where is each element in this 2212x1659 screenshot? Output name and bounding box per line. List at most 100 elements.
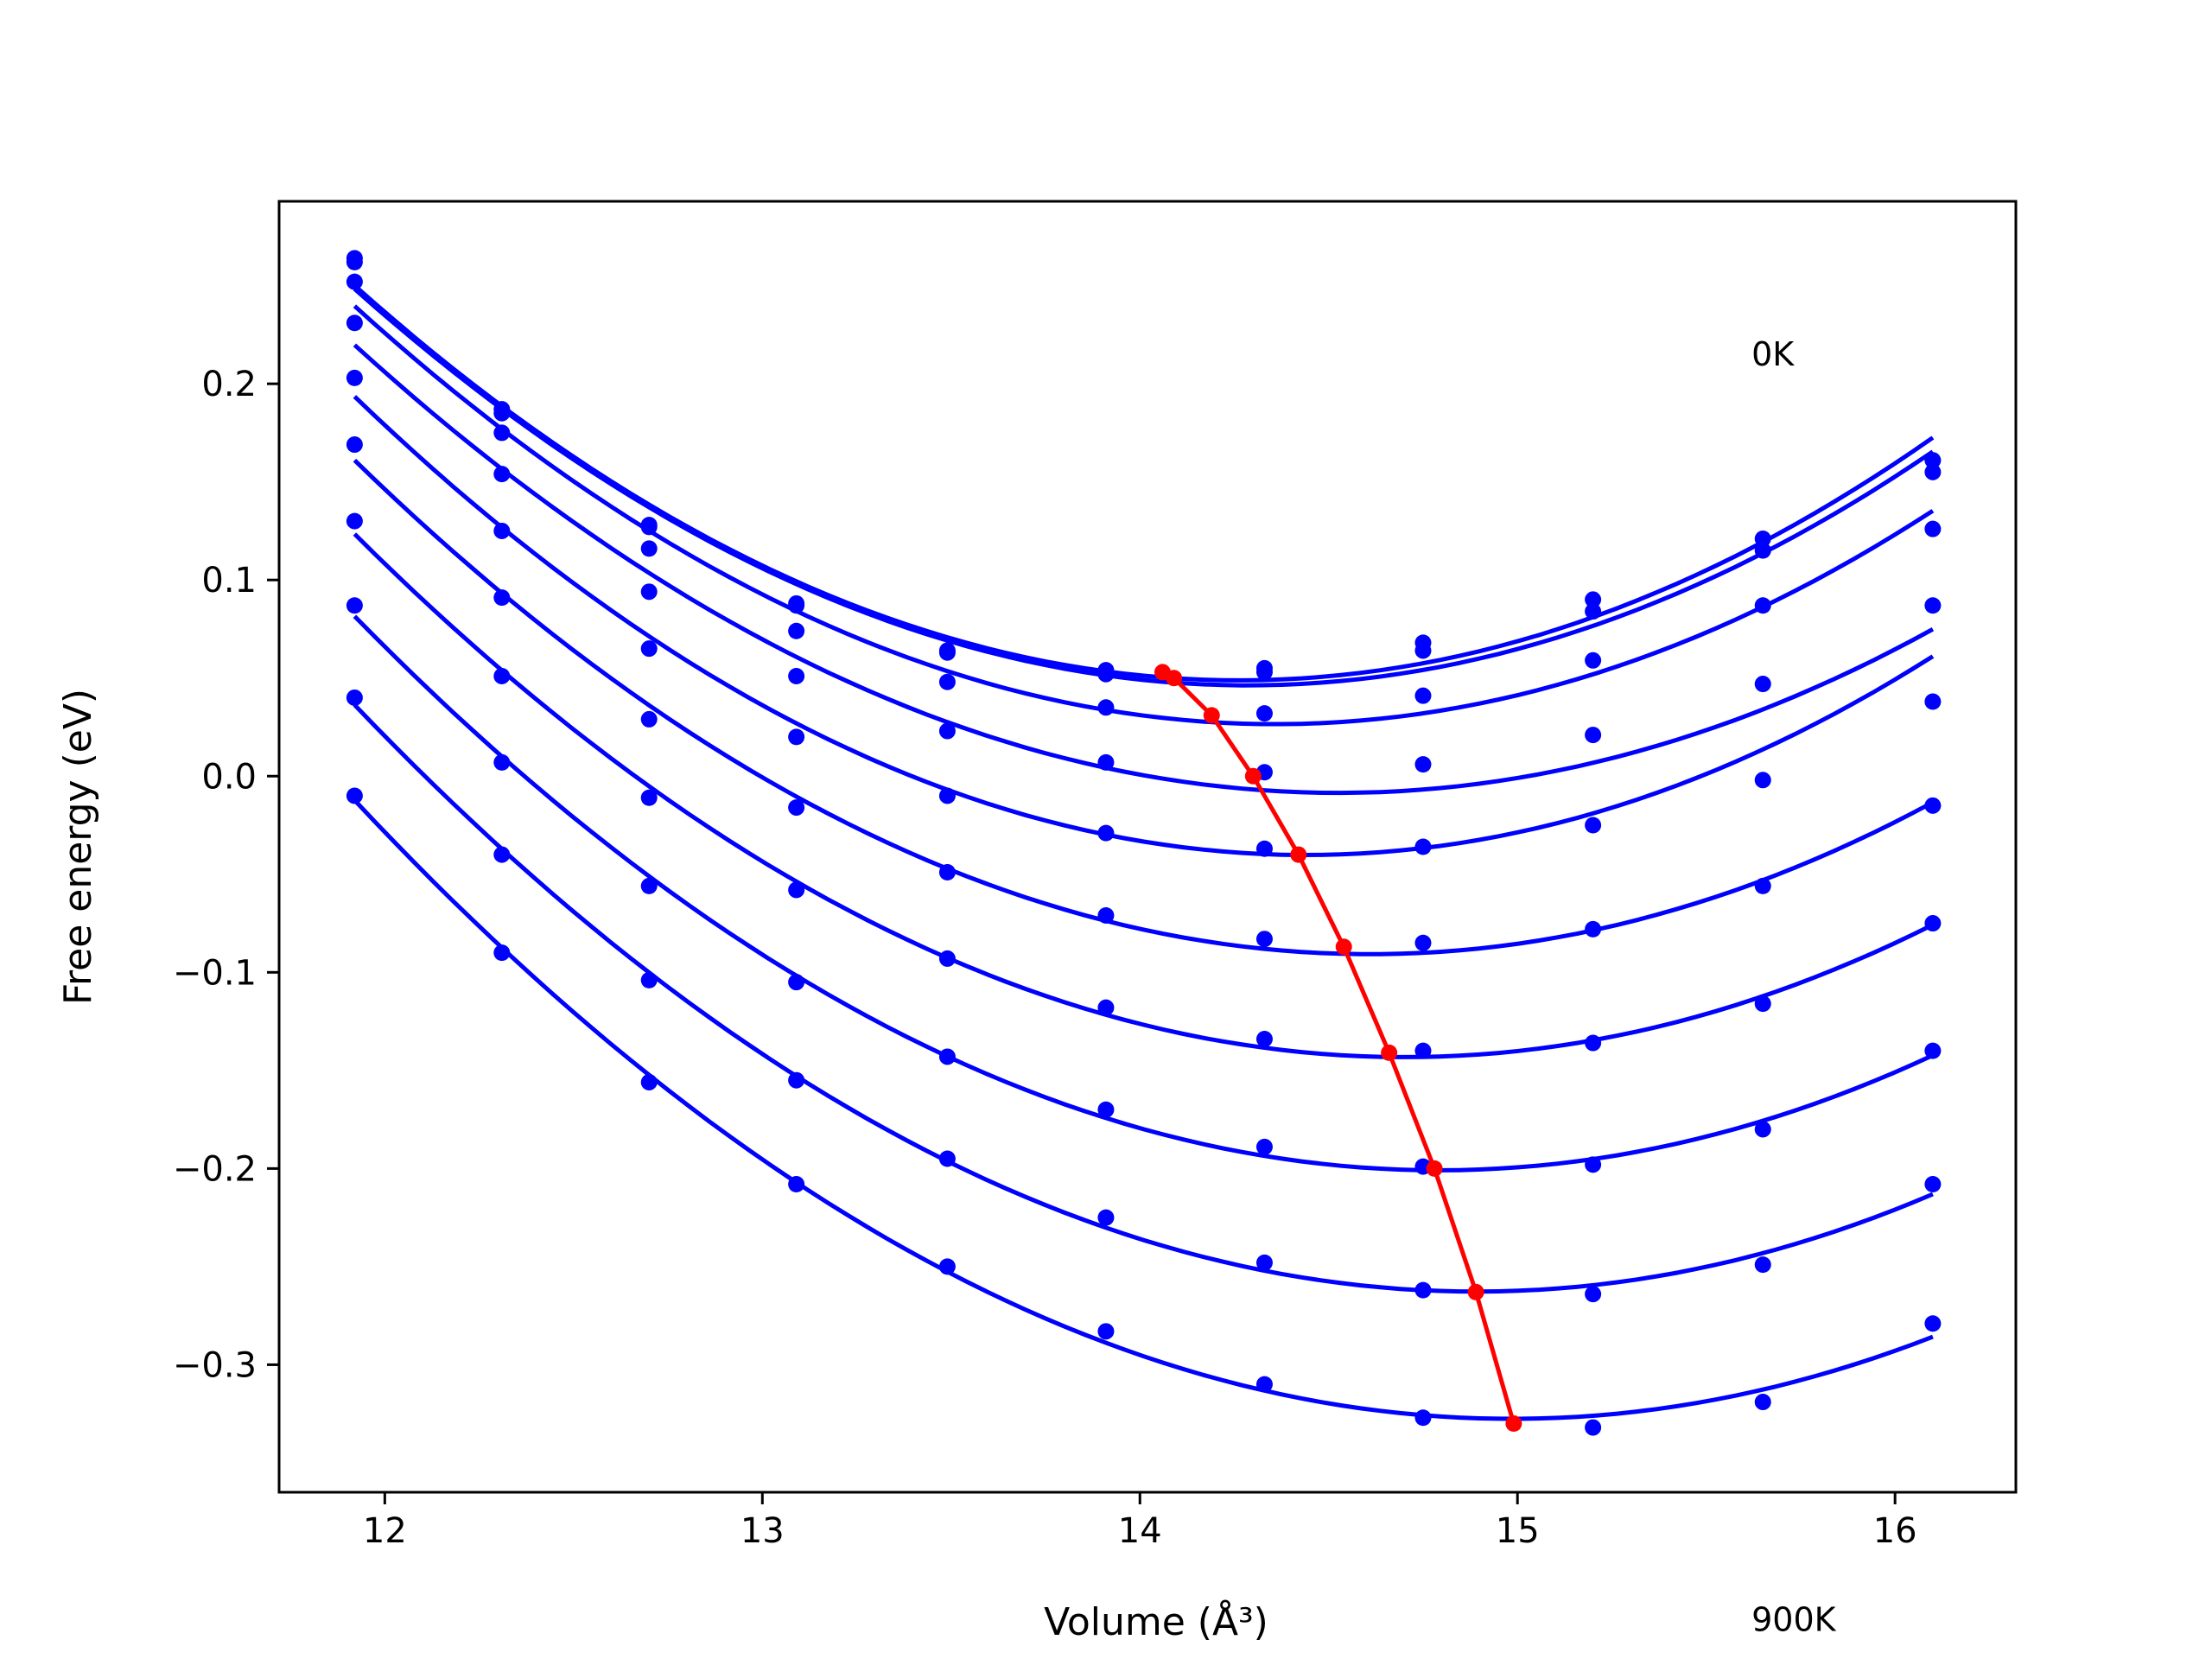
data-point-4-10 [1924, 693, 1942, 710]
minimum-point-1 [1166, 670, 1183, 687]
data-point-8-4 [938, 1150, 956, 1167]
data-point-9-0 [346, 787, 363, 804]
data-point-5-7 [1414, 934, 1432, 951]
minimum-point-4 [1290, 846, 1307, 863]
data-point-1-4 [938, 644, 956, 661]
data-point-1-9 [1754, 542, 1771, 559]
data-point-7-4 [938, 1048, 956, 1065]
data-point-5-6 [1255, 931, 1273, 948]
data-point-2-4 [938, 673, 956, 690]
data-point-4-6 [1255, 840, 1273, 857]
data-point-2-10 [1924, 520, 1942, 537]
data-point-9-1 [493, 944, 511, 962]
data-point-7-6 [1255, 1138, 1273, 1155]
data-point-2-2 [640, 540, 658, 557]
data-point-1-7 [1414, 642, 1432, 659]
data-point-6-1 [493, 667, 511, 684]
data-point-3-10 [1924, 597, 1942, 614]
y-axis: −0.3 −0.2 −0.1 0.0 0.1 0.2 [173, 365, 279, 1385]
data-point-4-2 [640, 640, 658, 658]
data-point-9-2 [640, 1073, 658, 1090]
data-point-8-0 [346, 689, 363, 706]
data-point-1-6 [1255, 664, 1273, 681]
plot-area [346, 250, 1942, 1436]
data-point-2-8 [1585, 652, 1602, 669]
data-point-9-3 [788, 1176, 805, 1193]
data-point-8-9 [1754, 1256, 1771, 1274]
minimum-locus-line [1161, 670, 1516, 1425]
minimum-point-9 [1505, 1415, 1522, 1433]
isotherm-curve-7 [353, 614, 1934, 1173]
data-point-3-0 [346, 315, 363, 332]
data-point-9-10 [1924, 1315, 1942, 1332]
data-point-4-1 [493, 522, 511, 539]
y-tick-label-0: −0.3 [173, 1345, 257, 1385]
minimum-point-5 [1335, 938, 1352, 956]
data-point-3-3 [788, 667, 805, 684]
data-point-4-3 [788, 728, 805, 746]
annotation-0k: 0K [1751, 335, 1795, 373]
data-point-8-8 [1585, 1286, 1602, 1303]
data-point-3-9 [1754, 772, 1771, 789]
annotation-900k: 900K [1751, 1601, 1837, 1639]
data-point-8-3 [788, 1071, 805, 1089]
data-point-3-1 [493, 466, 511, 483]
data-point-5-10 [1924, 797, 1942, 814]
data-point-7-8 [1585, 1156, 1602, 1173]
y-tick-label-5: 0.2 [201, 365, 257, 404]
isotherm-curve-0 [353, 283, 1935, 683]
data-point-3-5 [1097, 753, 1115, 771]
x-tick-label-2: 14 [1118, 1511, 1162, 1551]
minimum-point-2 [1203, 707, 1220, 724]
x-tick-label-0: 12 [363, 1511, 407, 1551]
data-point-7-2 [640, 877, 658, 894]
data-point-3-8 [1585, 727, 1602, 744]
minimum-point-7 [1426, 1160, 1443, 1177]
data-point-3-2 [640, 583, 658, 601]
data-point-6-6 [1255, 1031, 1273, 1048]
isotherm-curve-5 [353, 458, 1935, 957]
x-axis-label: Volume (Å³) [1044, 1599, 1268, 1644]
data-point-5-5 [1097, 906, 1115, 924]
data-point-3-4 [938, 722, 956, 740]
data-point-2-6 [1255, 705, 1273, 722]
data-point-5-2 [640, 710, 658, 728]
data-point-8-5 [1097, 1209, 1115, 1226]
data-point-7-1 [493, 753, 511, 771]
isotherm-curve-4 [353, 395, 1935, 858]
isotherm-curve-9 [353, 798, 1934, 1421]
data-point-4-5 [1097, 824, 1115, 842]
data-point-2-9 [1754, 597, 1771, 614]
axes-frame [277, 200, 2018, 1494]
minimum-point-6 [1381, 1044, 1398, 1061]
data-point-9-4 [938, 1258, 956, 1275]
data-point-8-6 [1255, 1254, 1273, 1271]
data-point-9-8 [1585, 1419, 1602, 1436]
data-point-9-7 [1414, 1409, 1432, 1427]
data-point-5-1 [493, 589, 511, 607]
data-point-4-4 [938, 787, 956, 804]
isotherm-curve-6 [353, 532, 1934, 1059]
data-point-1-10 [1924, 463, 1942, 480]
data-point-8-7 [1414, 1281, 1432, 1299]
data-point-6-3 [788, 881, 805, 899]
data-point-6-5 [1097, 999, 1115, 1016]
isotherm-curve-2 [353, 304, 1935, 727]
y-tick-label-3: 0.0 [201, 757, 257, 797]
data-point-7-0 [346, 597, 363, 614]
data-point-6-7 [1414, 1042, 1432, 1059]
data-point-7-9 [1754, 1121, 1771, 1138]
data-point-8-1 [493, 846, 511, 863]
data-point-5-9 [1754, 877, 1771, 894]
data-point-2-0 [346, 273, 363, 290]
y-tick-label-2: −0.1 [173, 953, 257, 993]
x-axis: 12 13 14 15 16 [363, 1492, 1917, 1551]
data-point-5-3 [788, 799, 805, 817]
data-point-7-3 [788, 974, 805, 991]
data-point-6-2 [640, 789, 658, 806]
data-point-7-5 [1097, 1101, 1115, 1118]
data-point-5-4 [938, 864, 956, 881]
data-point-1-0 [346, 253, 363, 270]
data-point-2-7 [1414, 687, 1432, 704]
x-tick-label-1: 13 [741, 1511, 785, 1551]
